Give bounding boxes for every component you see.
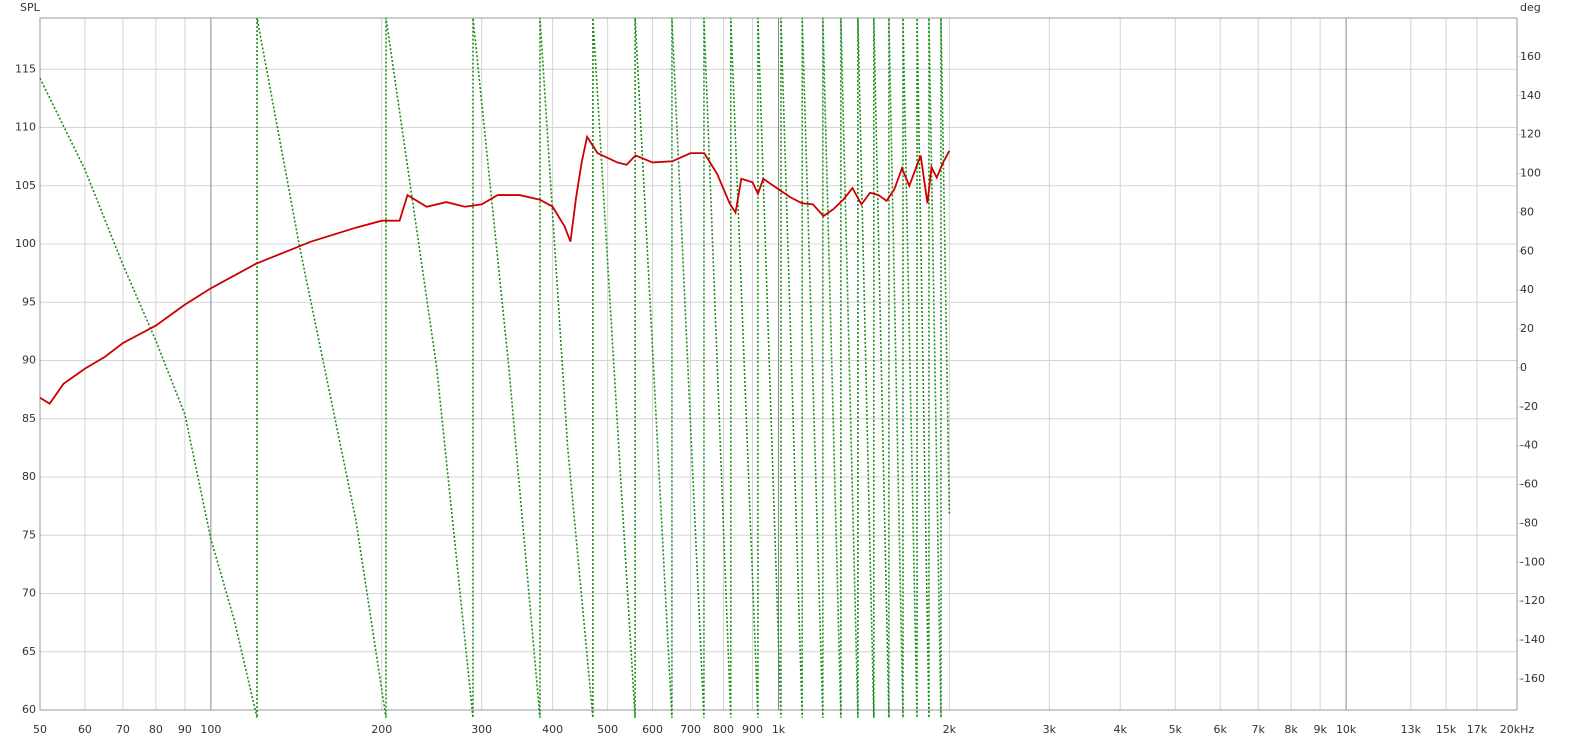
x-tick-label: 3k [1043, 723, 1057, 736]
y2-axis-label: deg [1520, 1, 1541, 14]
x-tick-label: 500 [597, 723, 618, 736]
y-tick-label: 95 [22, 295, 36, 308]
y-tick-label: 100 [15, 237, 36, 250]
y-tick-label: 110 [15, 121, 36, 134]
x-tick-label: 10k [1336, 723, 1357, 736]
x-tick-label: 4k [1114, 723, 1128, 736]
y2-tick-label: 100 [1520, 167, 1541, 180]
x-tick-label: 80 [149, 723, 163, 736]
y2-tick-label: 60 [1520, 244, 1534, 257]
y-tick-label: 85 [22, 412, 36, 425]
y2-tick-label: -120 [1520, 594, 1545, 607]
x-tick-label: 400 [542, 723, 563, 736]
x-tick-label: 90 [178, 723, 192, 736]
x-tick-label: 1k [772, 723, 786, 736]
y-tick-label: 115 [15, 62, 36, 75]
x-tick-label: 6k [1214, 723, 1228, 736]
x-tick-label: 17k [1467, 723, 1488, 736]
y2-tick-label: 80 [1520, 205, 1534, 218]
x-tick-label: 15k [1436, 723, 1457, 736]
x-tick-label: 700 [680, 723, 701, 736]
x-tick-label: 100 [200, 723, 221, 736]
y2-tick-label: 40 [1520, 283, 1534, 296]
x-tick-label: 13k [1401, 723, 1422, 736]
y2-tick-label: 20 [1520, 322, 1534, 335]
y2-tick-label: -160 [1520, 672, 1545, 685]
y-tick-label: 90 [22, 354, 36, 367]
y-tick-label: 70 [22, 587, 36, 600]
y2-tick-label: -100 [1520, 555, 1545, 568]
x-tick-label: 7k [1252, 723, 1266, 736]
y-tick-label: 75 [22, 528, 36, 541]
y2-tick-label: 120 [1520, 128, 1541, 141]
x-tick-label: 600 [642, 723, 663, 736]
y-tick-label: 80 [22, 470, 36, 483]
y2-tick-label: -40 [1520, 439, 1538, 452]
x-tick-label: 50 [33, 723, 47, 736]
x-tick-label: 300 [471, 723, 492, 736]
x-tick-label: 5k [1169, 723, 1183, 736]
y-tick-label: 105 [15, 179, 36, 192]
phase-line [39, 17, 951, 718]
y-tick-label: 65 [22, 645, 36, 658]
y2-tick-label: -20 [1520, 400, 1538, 413]
x-tick-label: 9k [1313, 723, 1327, 736]
x-tick-label: 60 [78, 723, 92, 736]
x-tick-label: 20kHz [1500, 723, 1535, 736]
y2-tick-label: 160 [1520, 50, 1541, 63]
y2-tick-label: 140 [1520, 89, 1541, 102]
y-tick-label: 60 [22, 703, 36, 716]
x-tick-label: 800 [713, 723, 734, 736]
spl-line [39, 134, 951, 405]
x-tick-label: 900 [742, 723, 763, 736]
x-tick-label: 8k [1284, 723, 1298, 736]
y2-tick-label: -60 [1520, 478, 1538, 491]
y2-tick-label: -80 [1520, 516, 1538, 529]
x-tick-label: 70 [116, 723, 130, 736]
x-tick-label: 2k [943, 723, 957, 736]
x-tick-label: 200 [371, 723, 392, 736]
y2-tick-label: -140 [1520, 633, 1545, 646]
y2-tick-label: 0 [1520, 361, 1527, 374]
plot-frame [39, 17, 1518, 711]
y-axis-label: SPL [20, 1, 41, 14]
